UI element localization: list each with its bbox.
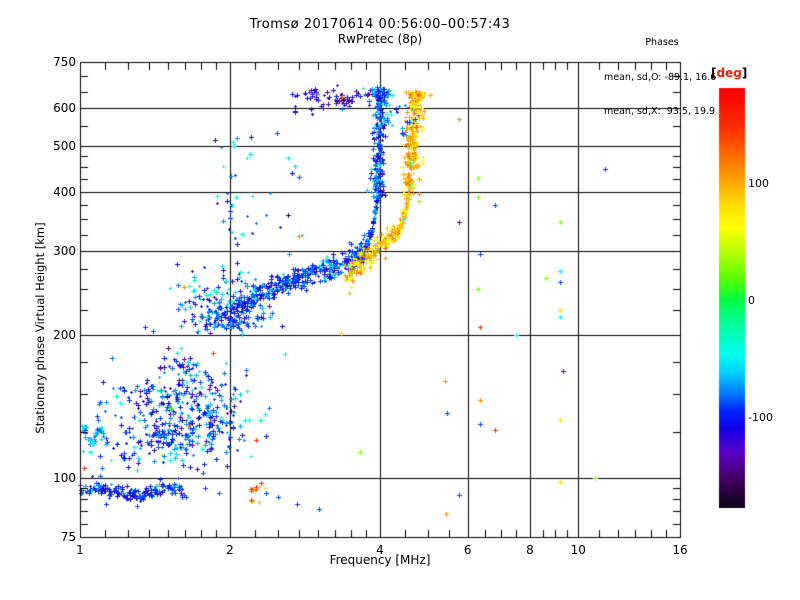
x-tick-label-6: 6 bbox=[463, 543, 472, 557]
phase-stats-heading: Phases bbox=[645, 37, 679, 48]
y-tick-label-500: 500 bbox=[53, 138, 76, 153]
colorbar-unit-bracket-close: ] bbox=[741, 66, 748, 80]
y-tick-label-750: 750 bbox=[53, 55, 76, 69]
colorbar-tick-label--100: -100 bbox=[748, 410, 773, 424]
y-tick-label-75: 75 bbox=[60, 530, 76, 544]
x-tick-label-8: 8 bbox=[526, 543, 534, 557]
colorbar-tick-label-100: 100 bbox=[748, 176, 769, 190]
x-tick-label-10: 10 bbox=[570, 543, 586, 557]
y-tick-label-200: 200 bbox=[53, 327, 76, 342]
page-title: Tromsø 20170614 00:56:00–00:57:43 bbox=[249, 17, 511, 32]
y-tick-label-100: 100 bbox=[53, 470, 76, 485]
x-tick-label-4: 4 bbox=[376, 543, 384, 557]
page-subtitle: RwPretec (8p) bbox=[337, 32, 423, 46]
y-tick-label-400: 400 bbox=[53, 184, 76, 199]
colorbar-unit-bracket-open: [ bbox=[711, 66, 717, 80]
x-axis-label: Frequency [MHz] bbox=[329, 553, 431, 567]
colorbar-unit-label: [deg] bbox=[711, 66, 747, 80]
phase-stats-annotation: Phases mean, sd,O: -89.1, 16.6 mean, sd,… bbox=[604, 14, 720, 141]
x-tick-label-1: 1 bbox=[76, 543, 84, 557]
phase-stats-x-mode: mean, sd,X: 93.5, 19.9 bbox=[604, 106, 716, 117]
colorbar-unit-text: deg bbox=[716, 66, 742, 80]
colorbar-tick-label-0: 0 bbox=[748, 293, 755, 307]
x-tick-label-16: 16 bbox=[672, 543, 688, 557]
y-tick-label-600: 600 bbox=[53, 101, 76, 116]
y-tick-label-300: 300 bbox=[53, 244, 76, 259]
phase-stats-o-mode: mean, sd,O: -89.1, 16.6 bbox=[604, 71, 717, 83]
x-tick-label-2: 2 bbox=[226, 543, 234, 557]
